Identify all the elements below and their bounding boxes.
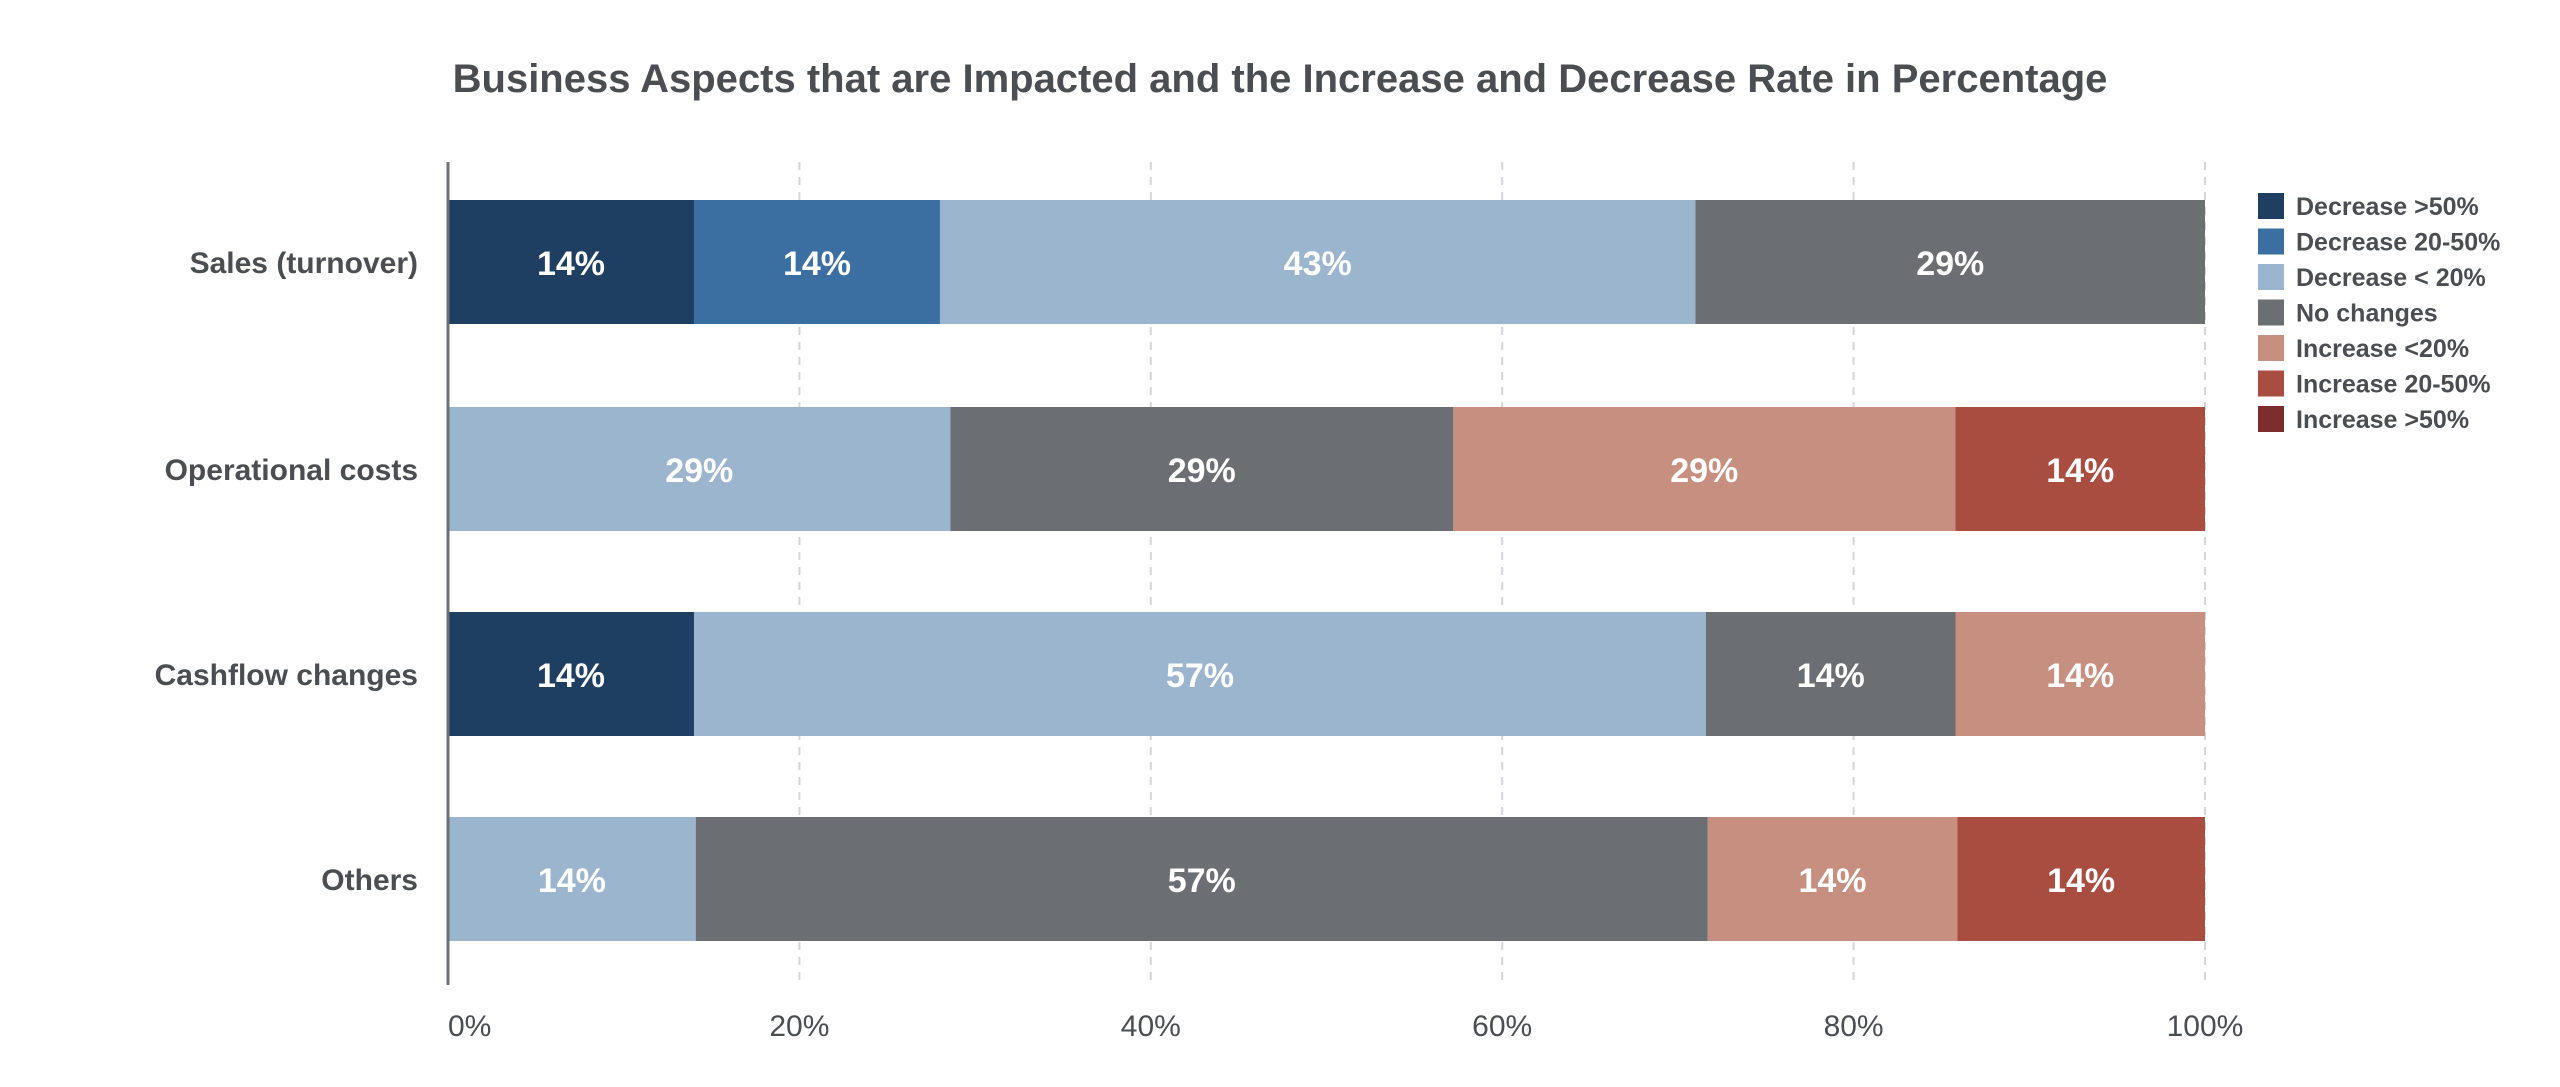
legend-label-increase-20: Increase <20% [2296, 335, 2469, 363]
x-tick-label: 100% [2167, 1010, 2244, 1043]
legend-swatch-no-changes [2258, 299, 2284, 326]
legend-swatch-decrease-20 [2258, 264, 2284, 290]
data-label: 29% [1168, 452, 1236, 490]
bar-segment-others-increase-20-50 [1957, 817, 2205, 941]
bar-segment-others-decrease-20 [448, 817, 696, 941]
legend-swatch-decrease-50 [2258, 193, 2284, 219]
x-tick-label: 60% [1472, 1010, 1532, 1043]
data-label: 29% [665, 452, 733, 490]
chart-title: Business Aspects that are Impacted and t… [453, 57, 2108, 101]
bar-segment-cashflow-changes-decrease-20 [693, 612, 1707, 736]
bar-segment-operational-costs-decrease-20 [448, 407, 951, 531]
legend-label-decrease-20-50: Decrease 20-50% [2296, 229, 2500, 257]
category-label-operational-costs: Operational costs [165, 454, 418, 487]
category-label-sales-turnover: Sales (turnover) [190, 247, 418, 280]
x-tick-label: 20% [769, 1010, 829, 1043]
data-label: 29% [1916, 245, 1984, 283]
bar-segment-sales-turnover-decrease-20-50 [693, 200, 940, 324]
data-label: 43% [1284, 245, 1352, 283]
data-label: 14% [1797, 657, 1865, 695]
bar-segment-operational-costs-increase-20 [1453, 407, 1956, 531]
legend-swatch-decrease-20-50 [2258, 228, 2284, 255]
legend-swatch-increase-20 [2258, 335, 2284, 361]
bar-segment-others-no-changes [695, 817, 1708, 941]
category-label-others: Others [321, 864, 418, 897]
x-tick-label: 0% [448, 1010, 491, 1043]
data-label: 14% [2047, 862, 2115, 900]
x-tick-label: 80% [1824, 1010, 1884, 1043]
legend: Decrease >50% Decrease 20-50% Decrease < 2… [2258, 193, 2500, 434]
bar-segment-cashflow-changes-decrease-50 [448, 612, 694, 736]
bar-segment-operational-costs-no-changes [950, 407, 1454, 531]
x-tick-label: 40% [1121, 1010, 1181, 1043]
data-label: 14% [2046, 452, 2114, 490]
data-label: 14% [538, 862, 606, 900]
bar-segment-cashflow-changes-no-changes [1706, 612, 1956, 736]
bar-segment-cashflow-changes-increase-20 [1955, 612, 2205, 736]
bar-segment-operational-costs-increase-20-50 [1955, 407, 2205, 531]
data-label: 14% [537, 245, 605, 283]
axes: 0% 20% 40% 60% 80% 100% Sales (turnover) Operat… [155, 162, 2244, 1043]
bar-segment-sales-turnover-decrease-20 [939, 200, 1696, 324]
bar-segment-others-increase-20 [1707, 817, 1958, 941]
data-label: 14% [1798, 862, 1866, 900]
legend-label-increase-50: Increase >50% [2296, 406, 2469, 434]
category-label-cashflow-changes: Cashflow changes [155, 659, 418, 692]
data-label: 14% [2046, 657, 2114, 695]
data-label: 29% [1670, 452, 1738, 490]
bars: 14% 14% 43% 29% 29% 29% 29% 14% 14% 57% 14% 14% 14% 5… [448, 200, 2205, 941]
data-label: 57% [1168, 862, 1236, 900]
legend-label-decrease-50: Decrease >50% [2296, 193, 2479, 221]
legend-label-decrease-20: Decrease < 20% [2296, 264, 2486, 292]
data-label: 14% [537, 657, 605, 695]
data-label: 14% [783, 245, 851, 283]
legend-label-increase-20-50: Increase 20-50% [2296, 371, 2491, 399]
bar-segment-sales-turnover-no-changes [1695, 200, 2205, 324]
legend-swatch-increase-50 [2258, 406, 2284, 432]
legend-swatch-increase-20-50 [2258, 370, 2284, 397]
bar-segment-sales-turnover-decrease-50 [448, 200, 694, 324]
data-label: 57% [1166, 657, 1234, 695]
legend-label-no-changes: No changes [2296, 300, 2438, 328]
